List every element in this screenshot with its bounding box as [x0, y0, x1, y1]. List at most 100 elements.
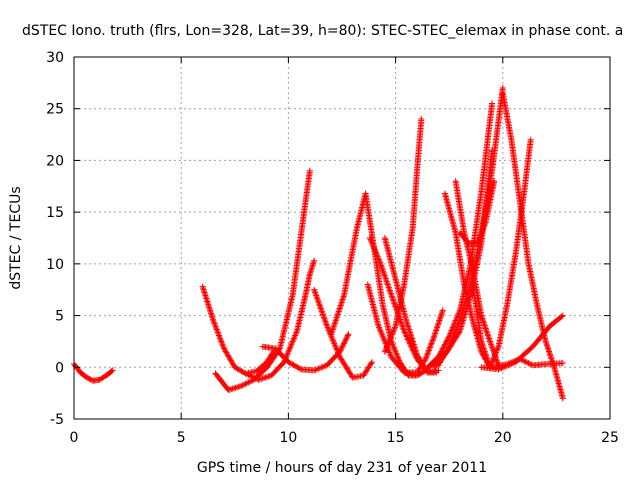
- y-tick-label: 10: [46, 257, 64, 273]
- data-series: [259, 331, 352, 374]
- data-point-marker: [289, 339, 296, 346]
- data-point-marker: [383, 278, 390, 285]
- data-point-marker: [245, 371, 252, 378]
- data-point-marker: [318, 306, 325, 313]
- data-point-marker: [489, 356, 496, 363]
- data-point-marker: [242, 370, 249, 377]
- data-point-marker: [312, 366, 319, 373]
- data-point-marker: [389, 296, 396, 303]
- data-point-marker: [375, 322, 382, 329]
- data-point-marker: [376, 257, 383, 264]
- data-point-marker: [386, 287, 393, 294]
- data-point-marker: [488, 341, 495, 348]
- data-point-marker: [245, 379, 252, 386]
- data-point-marker: [427, 343, 434, 350]
- data-point-marker: [316, 301, 323, 308]
- data-series: [456, 178, 498, 247]
- data-point-marker: [402, 330, 409, 337]
- data-point-marker: [238, 382, 245, 389]
- data-point-marker: [389, 331, 396, 338]
- data-point-marker: [527, 136, 534, 143]
- data-point-marker: [400, 326, 407, 333]
- data-point-marker: [386, 285, 393, 292]
- data-point-marker: [441, 342, 448, 349]
- data-series: [199, 283, 277, 377]
- data-point-marker: [286, 359, 293, 366]
- data-point-marker: [373, 250, 380, 257]
- data-point-marker: [374, 252, 381, 259]
- data-point-marker: [384, 280, 391, 287]
- data-point-marker: [406, 339, 413, 346]
- data-point-marker: [382, 275, 389, 282]
- data-point-marker: [215, 330, 222, 337]
- data-point-marker: [292, 332, 299, 339]
- data-point-marker: [400, 325, 407, 332]
- data-point-marker: [109, 367, 116, 374]
- data-point-marker: [518, 356, 525, 363]
- data-point-marker: [493, 357, 500, 364]
- y-tick-label: 15: [46, 205, 64, 221]
- data-point-marker: [426, 346, 433, 353]
- data-point-marker: [385, 340, 392, 347]
- data-point-marker: [480, 225, 487, 232]
- data-point-marker: [439, 307, 446, 314]
- data-point-marker: [491, 178, 498, 185]
- data-point-marker: [340, 342, 347, 349]
- x-tick-label: 10: [279, 430, 297, 446]
- data-point-marker: [270, 348, 277, 355]
- data-point-marker: [342, 337, 349, 344]
- x-tick-label: 0: [70, 430, 79, 446]
- data-point-marker: [286, 345, 293, 352]
- data-point-marker: [559, 395, 566, 402]
- data-point-marker: [342, 336, 349, 343]
- data-point-marker: [338, 344, 345, 351]
- data-point-marker: [87, 376, 94, 383]
- data-point-marker: [506, 360, 513, 367]
- data-point-marker: [341, 339, 348, 346]
- data-point-marker: [426, 344, 433, 351]
- data-point-marker: [318, 308, 325, 315]
- data-point-marker: [387, 334, 394, 341]
- data-point-marker: [399, 323, 406, 330]
- data-point-marker: [478, 229, 485, 236]
- data-point-marker: [320, 314, 327, 321]
- data-point-marker: [381, 271, 388, 278]
- data-point-marker: [312, 289, 319, 296]
- data-point-marker: [285, 359, 292, 366]
- data-point-marker: [509, 358, 516, 365]
- data-series: [242, 257, 318, 383]
- data-point-marker: [379, 331, 386, 338]
- data-point-marker: [295, 364, 302, 371]
- data-point-marker: [525, 360, 532, 367]
- data-point-marker: [291, 362, 298, 369]
- data-point-marker: [379, 265, 386, 272]
- data-point-marker: [242, 380, 249, 387]
- data-point-marker: [383, 345, 390, 352]
- data-point-marker: [378, 263, 385, 270]
- data-series: [431, 147, 496, 371]
- data-point-marker: [480, 223, 487, 230]
- data-point-marker: [389, 294, 396, 301]
- y-tick-label: 5: [55, 309, 64, 325]
- data-point-marker: [418, 116, 425, 123]
- data-point-marker: [86, 375, 93, 382]
- data-point-marker: [243, 380, 250, 387]
- data-point-marker: [83, 374, 90, 381]
- data-point-marker: [429, 338, 436, 345]
- data-point-marker: [388, 293, 395, 300]
- data-point-marker: [316, 365, 323, 372]
- data-point-marker: [328, 334, 335, 341]
- data-point-marker: [475, 235, 482, 242]
- data-point-marker: [214, 329, 221, 336]
- data-point-marker: [482, 220, 489, 227]
- data-series: [424, 100, 496, 371]
- data-point-marker: [476, 234, 483, 241]
- data-point-marker: [293, 363, 300, 370]
- data-point-marker: [313, 293, 320, 300]
- data-point-marker: [290, 362, 297, 369]
- data-point-marker: [388, 291, 395, 298]
- data-point-marker: [291, 333, 298, 340]
- data-point-marker: [379, 333, 386, 340]
- data-point-marker: [220, 344, 227, 351]
